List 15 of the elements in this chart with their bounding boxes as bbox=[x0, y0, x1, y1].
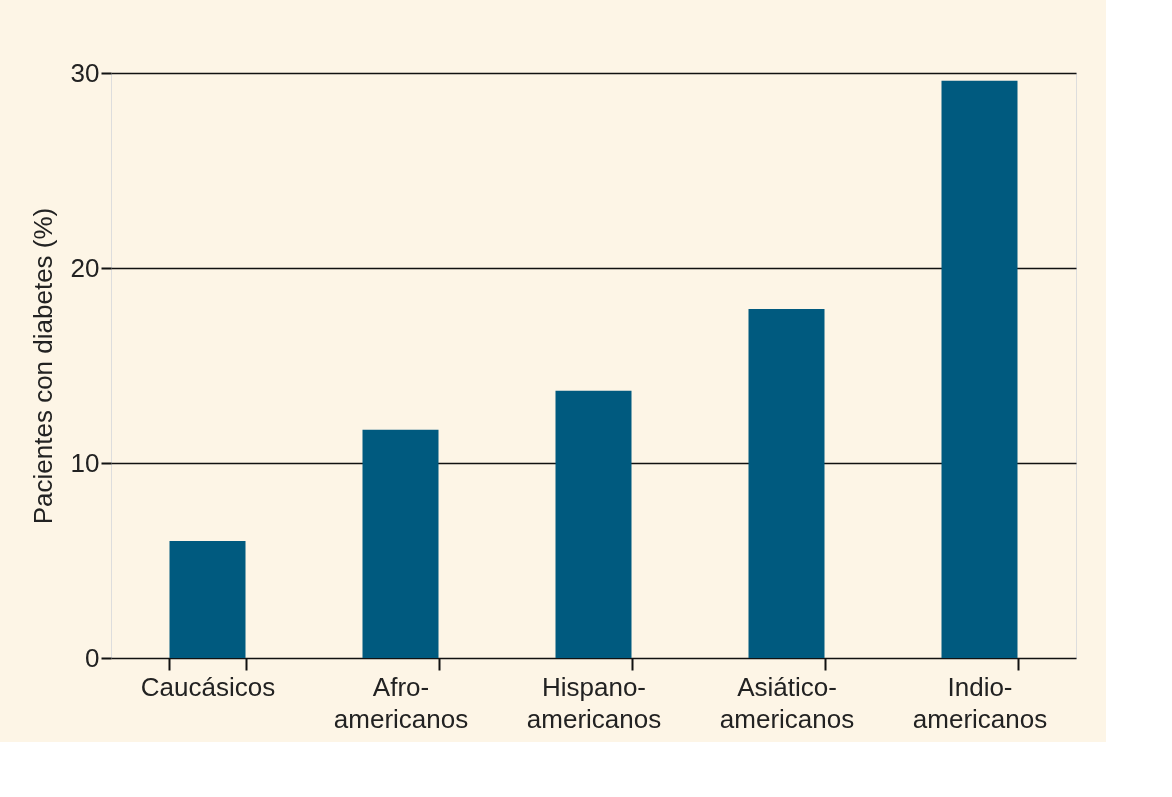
x-tick-label: Afro-americanos bbox=[333, 671, 469, 734]
y-tick-label: 10 bbox=[70, 447, 100, 478]
bar bbox=[748, 308, 825, 658]
y-tick-label: 20 bbox=[70, 252, 100, 283]
x-tick-label: Caucásicos bbox=[140, 671, 276, 702]
x-tick-label: Asiático-americanos bbox=[719, 671, 855, 734]
y-axis-title: Pacientes con diabetes (%) bbox=[27, 207, 58, 525]
bar bbox=[555, 390, 632, 658]
bar bbox=[362, 429, 439, 658]
y-tick-label: 30 bbox=[70, 57, 100, 88]
x-tick-label: Indio-americanos bbox=[912, 671, 1048, 734]
x-tick-label: Hispano-americanos bbox=[526, 671, 662, 734]
bar bbox=[941, 80, 1018, 658]
y-tick-label: 0 bbox=[85, 642, 100, 673]
bar bbox=[169, 541, 246, 658]
